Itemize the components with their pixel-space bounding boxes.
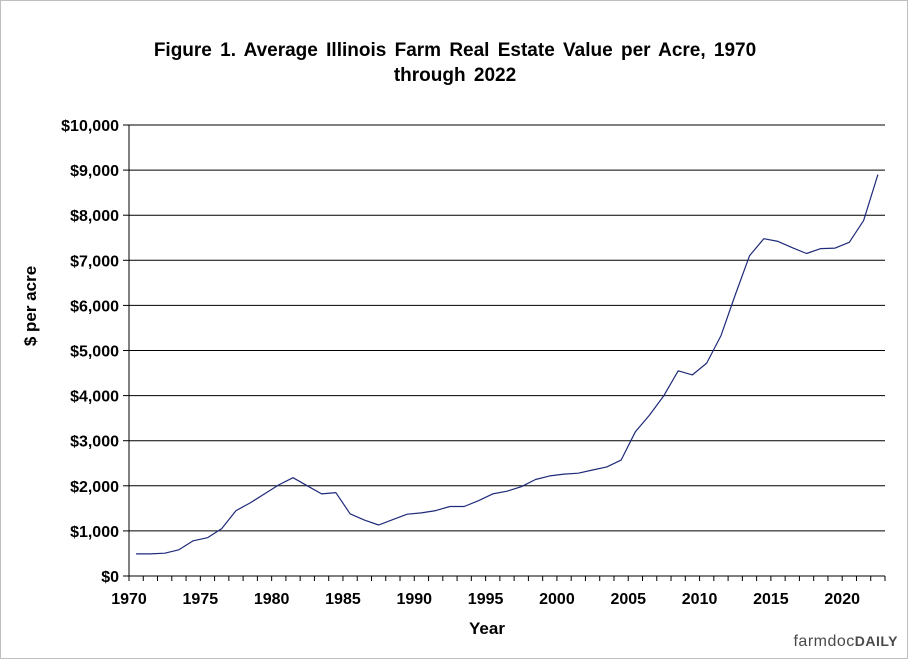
y-tick-label-8000: $8,000 (70, 208, 119, 225)
y-axis-title: $ per acre (21, 266, 40, 346)
y-tick-labels: $0 $1,000 $2,000 $3,000 $4,000 $5,000 $6,000 $7… (61, 118, 119, 586)
y-tick-label-6000: $6,000 (70, 298, 119, 315)
y-tick-label-3000: $3,000 (70, 434, 119, 451)
x-axis-title: Year (469, 619, 505, 638)
chart-title-line-1: Figure 1. Average Illinois Farm Real Est… (153, 40, 757, 61)
x-tick-label-1990: 1990 (396, 591, 432, 608)
brand-logo: farmdocDAILY (793, 633, 898, 651)
y-tick-label-10000: $10,000 (61, 118, 119, 135)
chart-title: Figure 1. Average Illinois Farm Real Est… (0, 38, 910, 88)
x-tick-label-1995: 1995 (468, 591, 504, 608)
axes (123, 124, 886, 581)
x-tick-label-2000: 2000 (539, 591, 575, 608)
x-tick-label-2010: 2010 (682, 591, 718, 608)
brand-prefix: farmdoc (793, 633, 855, 650)
chart-title-line-2: through 2022 (393, 65, 517, 86)
x-tick-label-2020: 2020 (824, 591, 860, 608)
grid-lines (129, 124, 885, 532)
brand-suffix: DAILY (854, 633, 898, 649)
y-tick-label-1000: $1,000 (70, 524, 119, 541)
x-tick-label-1985: 1985 (325, 591, 361, 608)
x-tick-label-1970: 1970 (111, 591, 147, 608)
y-tick-label-4000: $4,000 (70, 389, 119, 406)
y-tick-label-7000: $7,000 (70, 253, 119, 270)
x-tick-label-1975: 1975 (183, 591, 219, 608)
series-lines (136, 174, 879, 555)
x-tick-label-1980: 1980 (254, 591, 290, 608)
y-tick-label-0: $0 (101, 569, 119, 586)
y-tick-label-5000: $5,000 (70, 344, 119, 361)
x-tick-label-2015: 2015 (753, 591, 789, 608)
y-tick-label-2000: $2,000 (70, 479, 119, 496)
series-line-0 (136, 174, 879, 555)
x-tick-label-2005: 2005 (610, 591, 646, 608)
x-tick-labels: 1970 1975 1980 1985 1990 1995 2000 2005 2010 2015… (111, 591, 860, 608)
y-tick-label-9000: $9,000 (70, 163, 119, 180)
